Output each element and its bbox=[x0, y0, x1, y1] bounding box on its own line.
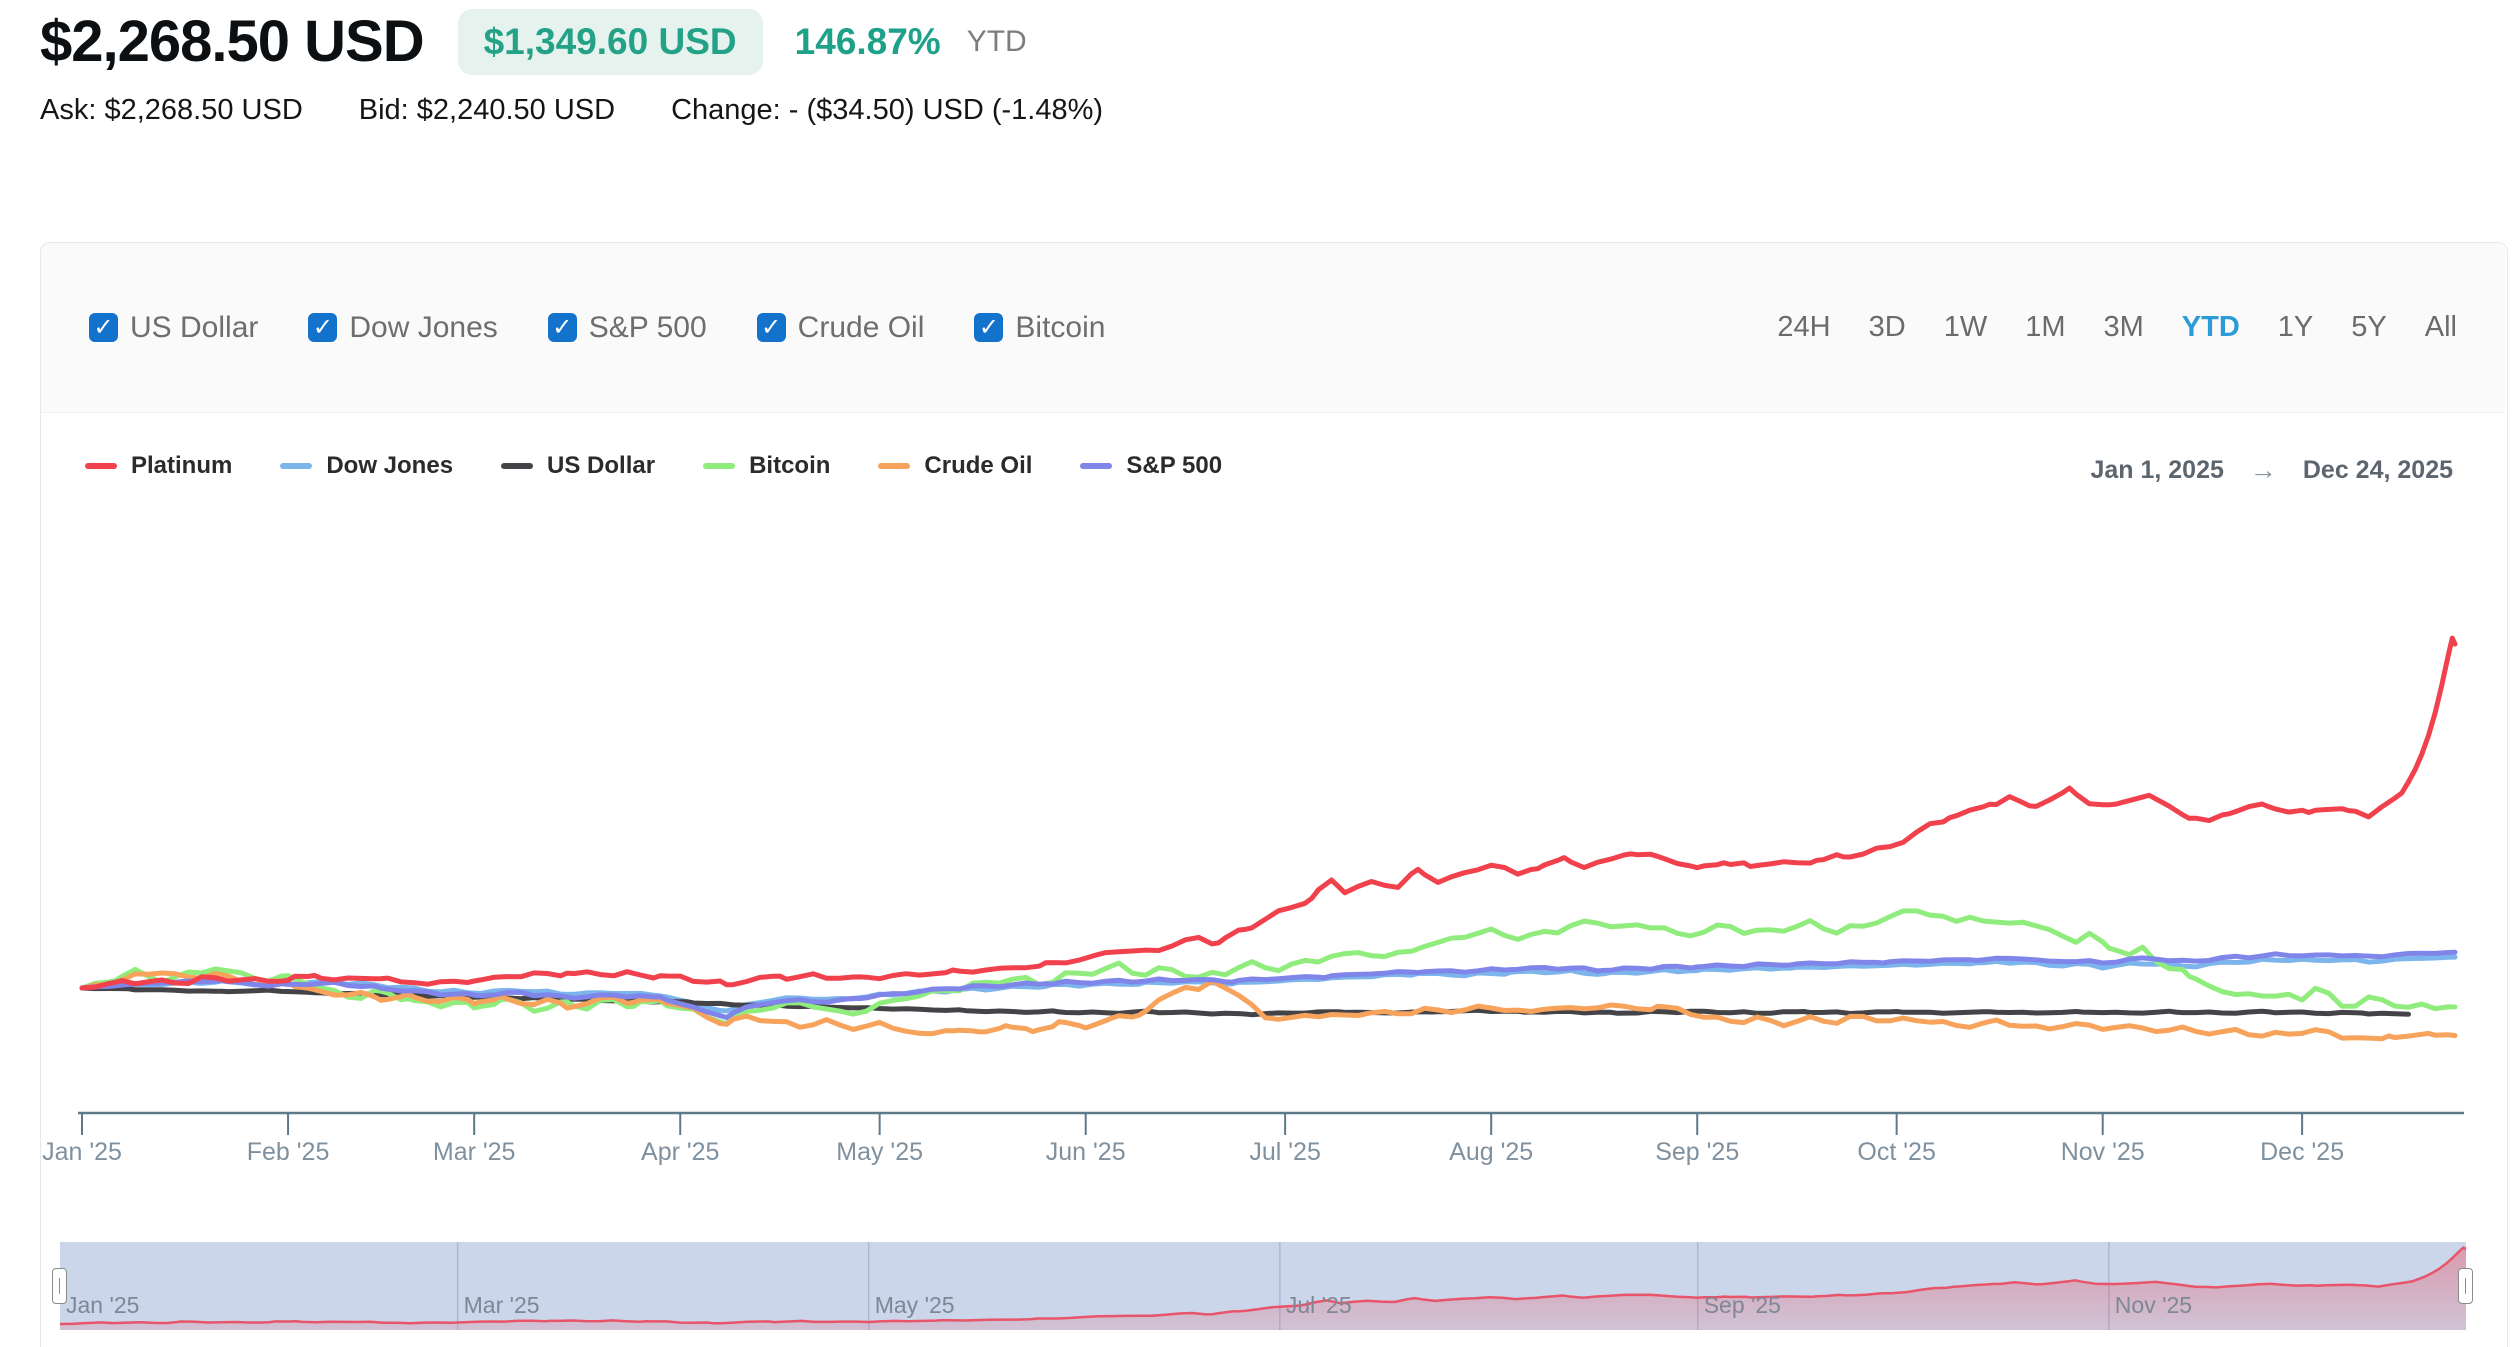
navigator-tick-label: Mar '25 bbox=[463, 1292, 540, 1318]
period-label: YTD bbox=[966, 24, 1027, 58]
legend-item-dow-jones[interactable]: Dow Jones bbox=[280, 452, 453, 480]
toggle-label: S&P 500 bbox=[588, 310, 707, 344]
range-button-3m[interactable]: 3M bbox=[2103, 311, 2144, 343]
navigator-tick-label: Jan '25 bbox=[66, 1292, 140, 1318]
series-line-s-p-500 bbox=[79, 949, 2458, 1020]
navigator-area bbox=[60, 1247, 2466, 1330]
series-line-us-dollar bbox=[79, 985, 2411, 1018]
bid-value: Bid: $2,240.50 USD bbox=[358, 94, 616, 126]
range-button-ytd[interactable]: YTD bbox=[2181, 311, 2240, 343]
change-value: Change: - ($34.50) USD (-1.48%) bbox=[671, 94, 1104, 126]
navigator-tick-label: Sep '25 bbox=[1703, 1292, 1781, 1318]
navigator-tick-label: Jul '25 bbox=[1285, 1292, 1352, 1318]
price-header: $2,268.50 USD $1,349.60 USD 146.87% YTD bbox=[40, 8, 1027, 75]
toggle-label: US Dollar bbox=[130, 310, 259, 344]
legend-swatch-icon bbox=[1080, 463, 1113, 469]
x-tick-label: Jun '25 bbox=[1045, 1138, 1126, 1166]
legend-swatch-icon bbox=[280, 463, 313, 469]
x-tick-label: Dec '25 bbox=[2260, 1138, 2345, 1166]
x-tick-label: Oct '25 bbox=[1857, 1138, 1936, 1166]
date-to: Dec 24, 2025 bbox=[2302, 456, 2453, 484]
chart-toolbar: ✓ US Dollar ✓ Dow Jones ✓ S&P 500 ✓ Crude Oil ✓ B… bbox=[41, 243, 2505, 413]
x-tick-label: Feb '25 bbox=[246, 1138, 330, 1166]
toggle-dow-jones[interactable]: ✓ Dow Jones bbox=[308, 310, 498, 345]
legend-label: S&P 500 bbox=[1126, 452, 1223, 479]
toggle-us-dollar[interactable]: ✓ US Dollar bbox=[89, 311, 258, 345]
x-tick-label: Jul '25 bbox=[1249, 1138, 1321, 1166]
legend-label: Platinum bbox=[131, 452, 233, 479]
checkbox-icon[interactable]: ✓ bbox=[756, 313, 786, 342]
change-amount-badge: $1,349.60 USD bbox=[457, 8, 763, 75]
chart-card bbox=[40, 242, 2508, 1347]
range-selector-group: 24H 3D 1W 1M 3M YTD 1Y 5Y All bbox=[1777, 311, 2457, 344]
legend-swatch-icon bbox=[501, 463, 534, 469]
legend-item-us-dollar[interactable]: US Dollar bbox=[501, 452, 655, 480]
series-line-platinum bbox=[79, 635, 2458, 991]
x-tick-label: Aug '25 bbox=[1449, 1138, 1534, 1166]
navigator-tick-label: May '25 bbox=[874, 1292, 955, 1318]
toggle-label: Dow Jones bbox=[349, 310, 498, 344]
change-percent: 146.87% bbox=[794, 20, 941, 62]
series-toggle-group: ✓ US Dollar ✓ Dow Jones ✓ S&P 500 ✓ Crude Oil ✓ B… bbox=[89, 311, 1105, 345]
toggle-bitcoin[interactable]: ✓ Bitcoin bbox=[974, 311, 1105, 345]
toggle-label: Crude Oil bbox=[797, 310, 925, 344]
navigator-handle-left[interactable] bbox=[52, 1268, 67, 1304]
range-button-5y[interactable]: 5Y bbox=[2351, 311, 2387, 343]
navigator-handle-right[interactable] bbox=[2458, 1268, 2473, 1304]
navigator-series-line bbox=[59, 1246, 2467, 1326]
legend-item-s-p-500[interactable]: S&P 500 bbox=[1080, 452, 1222, 480]
main-price: $2,268.50 USD bbox=[40, 9, 425, 74]
range-button-all[interactable]: All bbox=[2424, 311, 2457, 343]
x-tick-label: Apr '25 bbox=[641, 1138, 720, 1166]
arrow-right-icon: → bbox=[2249, 455, 2277, 485]
legend-label: Bitcoin bbox=[749, 452, 831, 479]
date-from: Jan 1, 2025 bbox=[2090, 456, 2224, 484]
checkbox-icon[interactable]: ✓ bbox=[89, 313, 118, 342]
date-range: Jan 1, 2025 → Dec 24, 2025 bbox=[2090, 455, 2453, 486]
x-tick-label: Nov '25 bbox=[2060, 1138, 2145, 1166]
range-button-1m[interactable]: 1M bbox=[2025, 311, 2066, 343]
legend-label: Dow Jones bbox=[326, 452, 454, 479]
checkbox-icon[interactable]: ✓ bbox=[308, 313, 338, 342]
series-line-bitcoin bbox=[79, 908, 2458, 1027]
quote-row: Ask: $2,268.50 USD Bid: $2,240.50 USD Ch… bbox=[40, 94, 1103, 127]
range-button-24h[interactable]: 24H bbox=[1777, 311, 1831, 343]
legend-label: US Dollar bbox=[547, 452, 656, 479]
navigator-tick-label: Nov '25 bbox=[2114, 1292, 2193, 1318]
x-tick-label: Mar '25 bbox=[432, 1138, 516, 1166]
toggle-s-p-500[interactable]: ✓ S&P 500 bbox=[547, 310, 707, 345]
legend-item-platinum[interactable]: Platinum bbox=[85, 452, 232, 480]
range-button-1y[interactable]: 1Y bbox=[2277, 311, 2314, 343]
x-tick-label: May '25 bbox=[836, 1138, 924, 1166]
toggle-crude-oil[interactable]: ✓ Crude Oil bbox=[756, 310, 925, 345]
x-tick-label: Sep '25 bbox=[1655, 1138, 1740, 1166]
ask-value: Ask: $2,268.50 USD bbox=[40, 94, 303, 126]
legend-swatch-icon bbox=[85, 463, 117, 469]
toggle-label: Bitcoin bbox=[1015, 310, 1106, 344]
legend-swatch-icon bbox=[703, 463, 736, 469]
chart-legend: Platinum Dow Jones US Dollar Bitcoin Crude O… bbox=[85, 452, 1222, 480]
checkbox-icon[interactable]: ✓ bbox=[974, 313, 1004, 342]
range-button-3d[interactable]: 3D bbox=[1868, 311, 1906, 343]
x-tick-label: Jan '25 bbox=[42, 1138, 122, 1166]
legend-swatch-icon bbox=[878, 463, 911, 469]
legend-item-bitcoin[interactable]: Bitcoin bbox=[703, 452, 830, 480]
checkbox-icon[interactable]: ✓ bbox=[547, 313, 577, 342]
legend-label: Crude Oil bbox=[924, 452, 1033, 479]
legend-item-crude-oil[interactable]: Crude Oil bbox=[878, 452, 1032, 480]
range-button-1w[interactable]: 1W bbox=[1943, 311, 1988, 343]
series-line-crude-oil bbox=[79, 970, 2458, 1042]
